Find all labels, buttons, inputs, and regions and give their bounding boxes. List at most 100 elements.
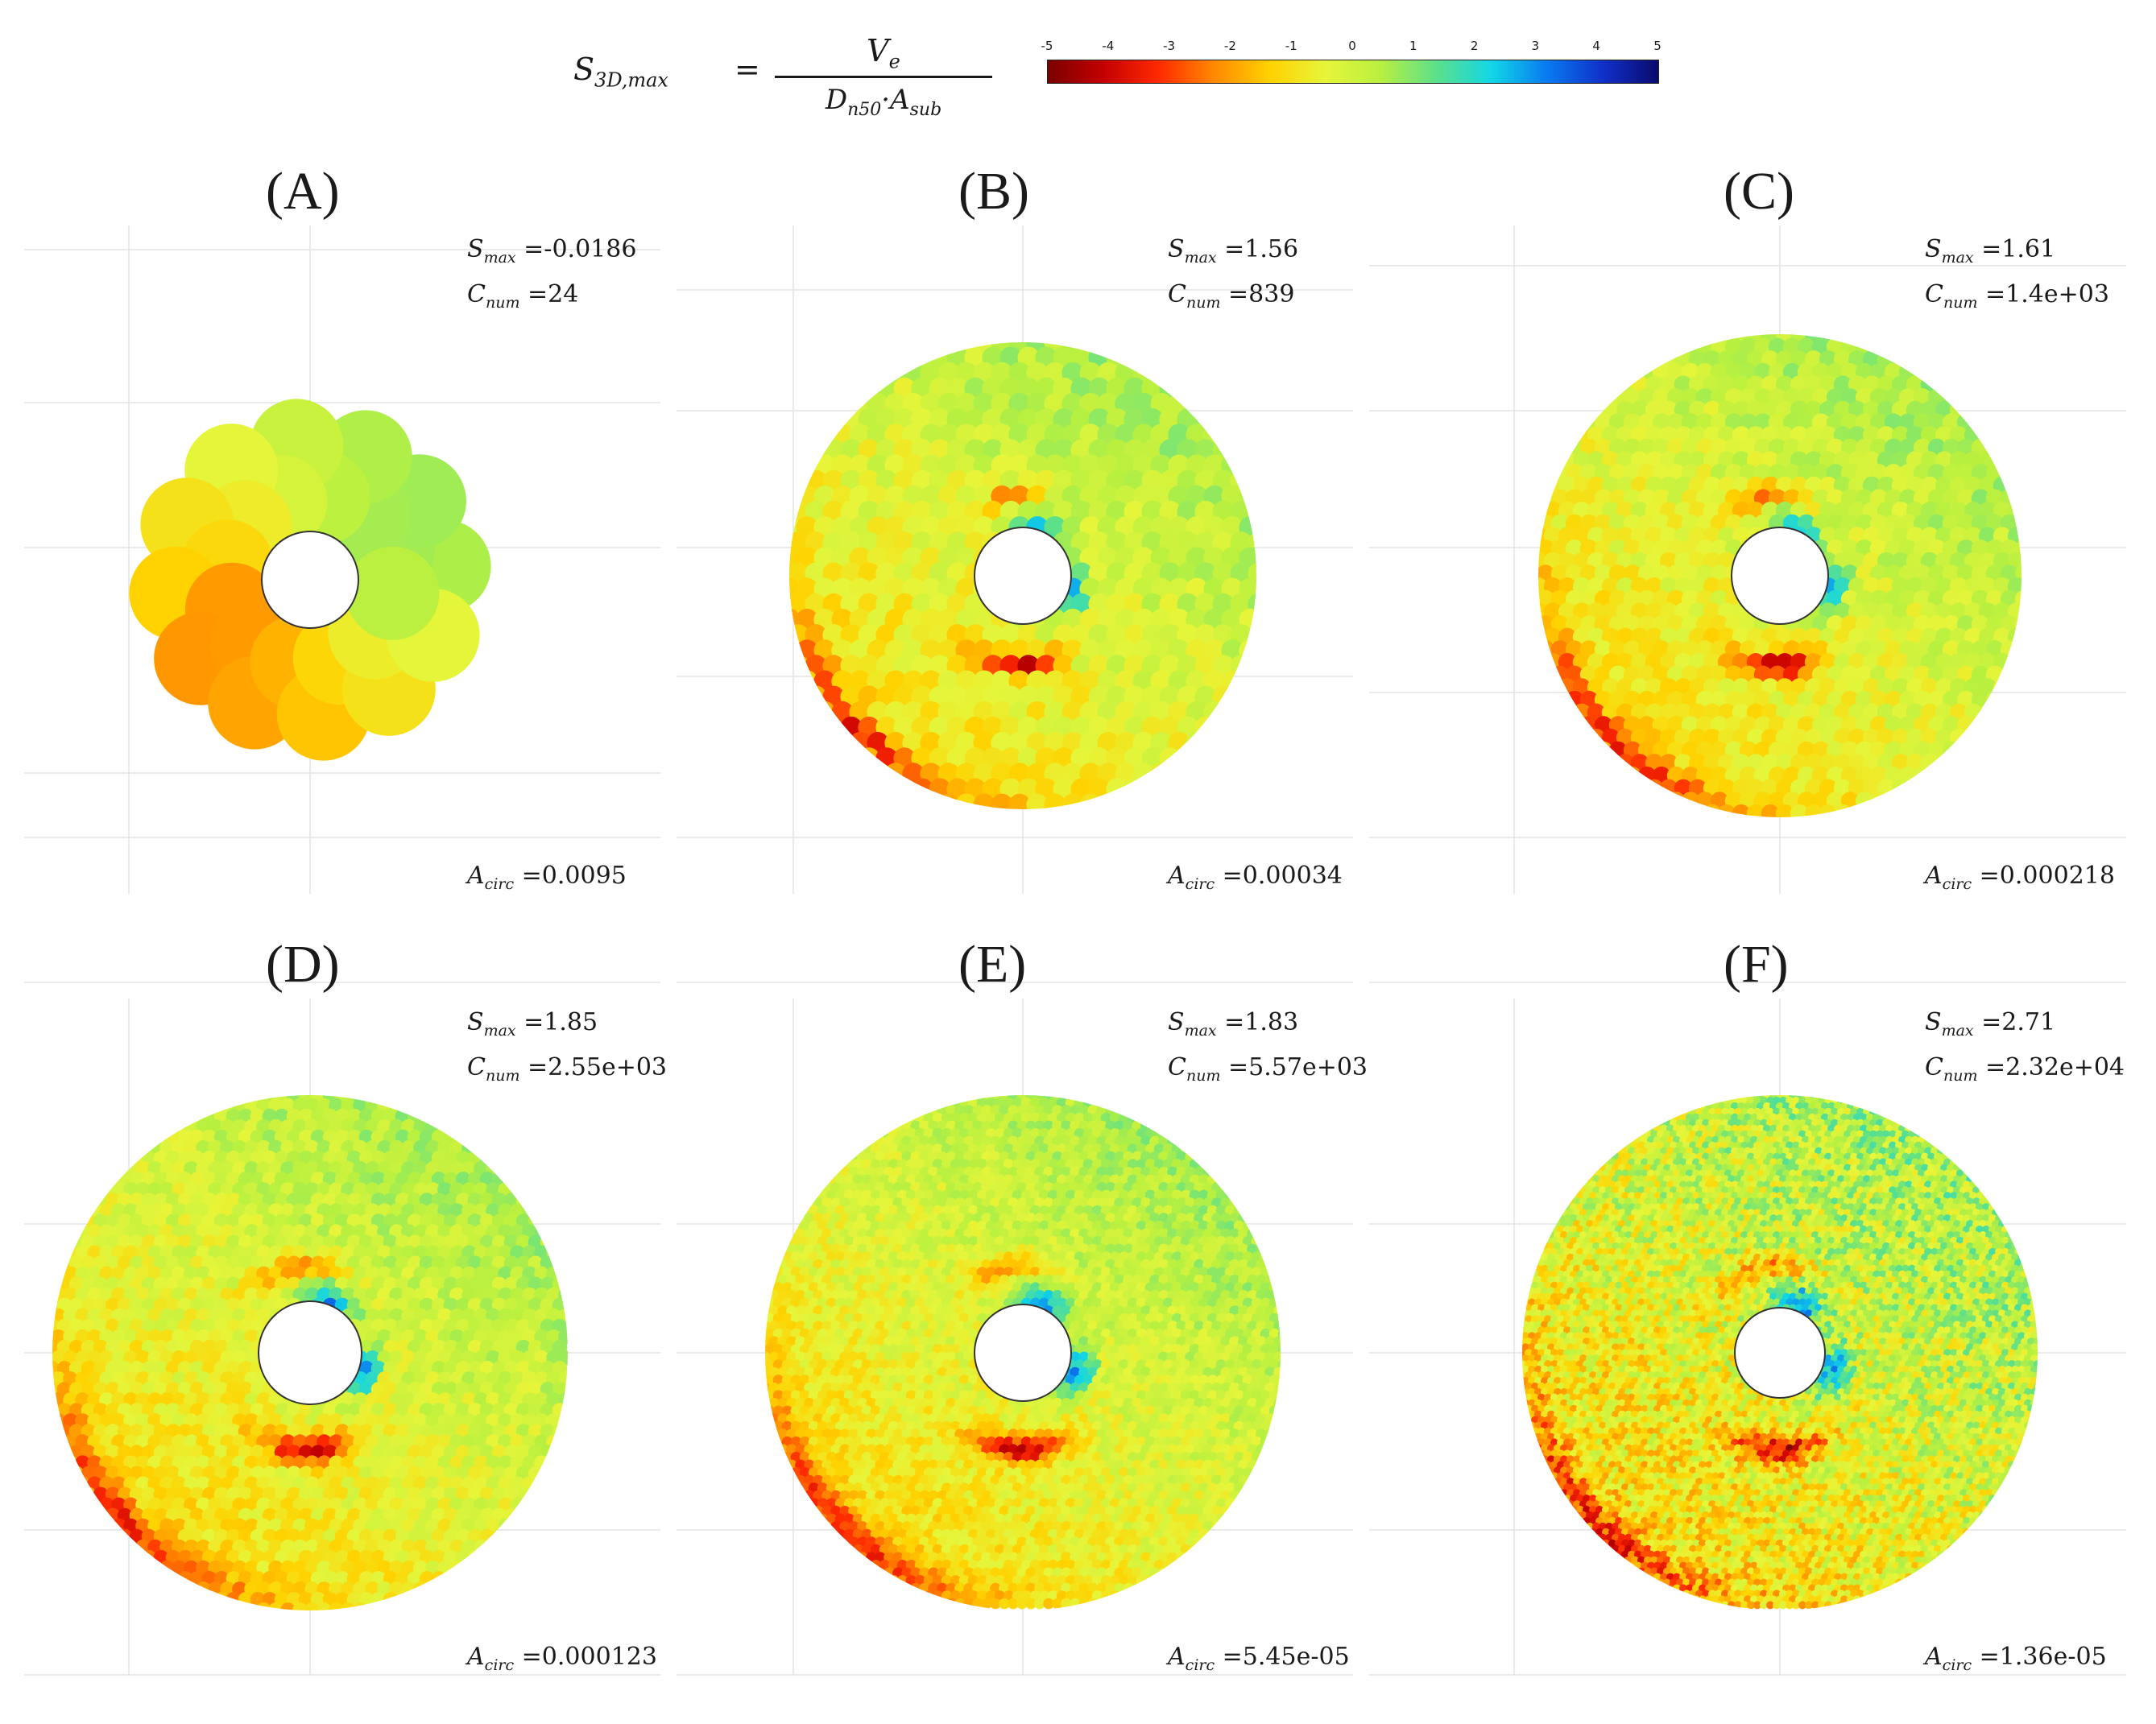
smax-annotation-value: =1.85: [523, 1008, 598, 1036]
equation-fraction: Ve Dn50·Asub: [775, 31, 992, 129]
smax-annotation-letter: S: [1925, 235, 1942, 263]
heatmap-plot: [1369, 225, 2126, 894]
cnum-annotation: Cnum =839: [1168, 280, 1294, 312]
heatmap-cells: [1538, 334, 2022, 817]
panel-label: (D): [266, 935, 340, 994]
heatmap-cell: [63, 1455, 78, 1470]
smax-annotation-subscript: max: [1941, 249, 1974, 267]
acirc-annotation-symbol: Acirc: [1925, 862, 1972, 893]
heatmap-cell: [268, 1602, 283, 1610]
pile-hole: [261, 531, 359, 629]
smax-annotation-symbol: Smax: [467, 235, 516, 267]
cnum-annotation-value: =1.4e+03: [1985, 280, 2109, 308]
heatmap-cell: [1790, 804, 1809, 817]
colorbar-tick-label: 3: [1531, 39, 1540, 53]
heatmap-cell: [813, 701, 836, 724]
heatmap-cell: [1150, 763, 1173, 785]
panel-d: (D) Smax =1.85 Cnum =2.55e+03 Acirc =0.0001…: [24, 918, 677, 1691]
heatmap-cell: [341, 1602, 356, 1610]
colorbar-tick-label: -1: [1285, 39, 1297, 53]
heatmap-cell: [498, 1518, 513, 1534]
cnum-annotation-subscript: num: [485, 294, 520, 312]
pile-hole: [1731, 527, 1829, 625]
colorbar-tick-label: -3: [1163, 39, 1176, 53]
acirc-annotation: Acirc =0.000218: [1925, 862, 2115, 893]
heatmap-cell: [474, 1539, 489, 1555]
heatmap-cell: [858, 747, 880, 770]
heatmap-cell: [1732, 804, 1751, 817]
heatmap-cell: [1132, 763, 1155, 785]
heatmap-cell: [973, 793, 995, 809]
heatmap-cell: [1106, 778, 1128, 800]
cnum-annotation-letter: C: [1168, 280, 1186, 308]
heatmap-cell: [68, 1466, 85, 1482]
heatmap-cells: [129, 399, 491, 761]
colorbar-tick-label: 4: [1592, 39, 1600, 53]
cnum-annotation-subscript: num: [1943, 294, 1978, 312]
heatmap-cell: [353, 1602, 368, 1610]
acirc-annotation-symbol: Acirc: [1168, 862, 1215, 893]
panel-e: (E) Smax =1.83 Cnum =5.57e+03 Acirc =5.45e-…: [677, 918, 1369, 1691]
colorbar-tick-label: -4: [1102, 39, 1115, 53]
heatmap-cell: [1008, 793, 1031, 809]
equation: S3D,max = Ve Dn50·Asub: [573, 24, 1024, 121]
heatmap-cell: [1913, 766, 1932, 785]
heatmap-cell: [1239, 639, 1256, 662]
smax-annotation-symbol: Smax: [1925, 235, 1974, 267]
heatmap-cell: [383, 1592, 399, 1607]
heatmap-cell: [1833, 804, 1852, 817]
heatmap-cell: [81, 1486, 97, 1503]
heatmap-cell: [1645, 779, 1664, 797]
acirc-annotation-letter: A: [467, 1643, 485, 1671]
smax-annotation-value: =-0.0186: [523, 235, 637, 263]
acirc-annotation-subscript: circ: [484, 1656, 515, 1674]
smax-annotation-value: =1.61: [1981, 235, 2056, 263]
smax-annotation-subscript: max: [1184, 249, 1217, 267]
heatmap-cell: [1594, 741, 1613, 759]
heatmap-cell: [1869, 792, 1889, 810]
heatmap-cell: [1044, 793, 1066, 809]
acirc-annotation-letter: A: [1168, 862, 1186, 890]
heatmap-cell: [2014, 615, 2022, 634]
panel-b: (B) Smax =1.56 Cnum =839 Acirc =0.00034: [677, 145, 1369, 910]
equation-denominator: Dn50·Asub: [825, 84, 942, 120]
heatmap-plot: [677, 225, 1353, 894]
acirc-annotation-symbol: Acirc: [467, 1643, 515, 1674]
heatmap-plot: [24, 982, 660, 1676]
acirc-annotation-value: =0.000123: [521, 1643, 657, 1671]
heatmap-cell: [1891, 779, 1910, 797]
heatmap-cell: [346, 546, 440, 640]
heatmap-cell: [1666, 792, 1686, 810]
smax-annotation: Smax =-0.0186: [467, 235, 636, 267]
heatmap-cell: [292, 1602, 308, 1610]
panel-a: (A) Smax =-0.0186 Cnum =24 Acirc =0.0095: [24, 145, 677, 910]
acirc-annotation-subscript: circ: [1942, 875, 1972, 893]
cnum-annotation-letter: C: [467, 280, 486, 308]
smax-annotation-value: =1.56: [1224, 235, 1299, 263]
acirc-annotation-symbol: Acirc: [467, 862, 515, 893]
colorbar: -5 -4 -3 -2 -1 0 1 2 3 4 5: [1041, 39, 1667, 87]
acirc-annotation-subscript: circ: [484, 875, 515, 893]
acirc-annotation-letter: A: [1925, 862, 1943, 890]
cnum-annotation-symbol: Cnum: [467, 1053, 519, 1085]
heatmap-cell: [256, 1602, 271, 1610]
smax-annotation-letter: S: [1168, 235, 1185, 263]
smax-annotation-symbol: Smax: [467, 1008, 516, 1040]
heatmap-cell: [552, 1424, 568, 1439]
heatmap-cell: [317, 1602, 332, 1610]
cnum-annotation-letter: C: [1925, 280, 1943, 308]
colorbar-tick-label: 1: [1409, 39, 1417, 53]
heatmap-cell: [449, 1560, 465, 1576]
heatmap-cell: [1079, 793, 1102, 809]
pile-hole: [974, 527, 1072, 625]
smax-annotation-subscript: max: [483, 249, 516, 267]
smax-annotation-letter: S: [467, 1008, 484, 1036]
equation-equals: =: [735, 52, 760, 87]
heatmap-cell: [789, 655, 809, 677]
heatmap-cell: [1942, 741, 1961, 759]
cnum-annotation-symbol: Cnum: [467, 280, 519, 312]
cnum-annotation-symbol: Cnum: [1925, 280, 1977, 312]
colorbar-ticks: -5 -4 -3 -2 -1 0 1 2 3 4 5: [1041, 39, 1661, 58]
heatmap-cell: [1819, 804, 1838, 817]
heatmap-cell: [1717, 804, 1736, 817]
